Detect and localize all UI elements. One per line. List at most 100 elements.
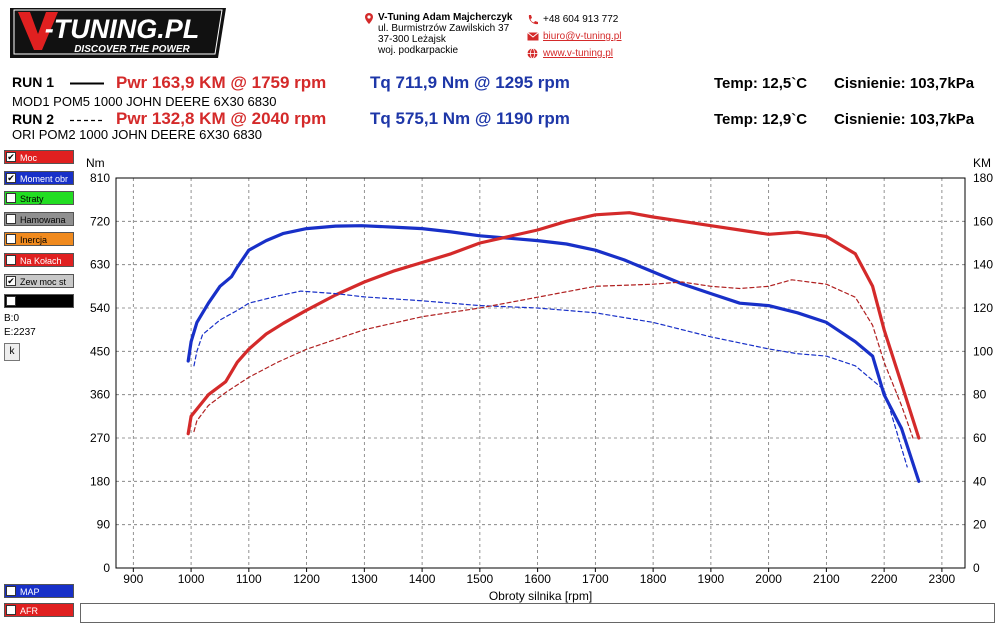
legend-checkbox[interactable] — [6, 193, 16, 204]
legend-checkbox[interactable]: ✔ — [6, 275, 16, 286]
legend-label: Moc — [20, 153, 38, 163]
legend-item[interactable]: ✔ Zew moc st — [4, 273, 74, 288]
run-2-label: RUN 2 — [12, 111, 55, 127]
y-left-axis-label: Nm — [86, 156, 105, 170]
y-right-tick-label: 80 — [973, 388, 987, 402]
chart-grid — [116, 177, 965, 569]
y-right-axis-label: KM — [973, 156, 991, 170]
y-right-tick-label: 180 — [973, 171, 993, 185]
run-2-power: Pwr 132,8 KM @ 2040 rpm — [116, 109, 327, 128]
run-2-torque: Tq 575,1 Nm @ 1190 rpm — [370, 109, 570, 128]
legend-item[interactable]: Inercja — [4, 232, 74, 247]
x-tick-label: 2000 — [755, 572, 782, 586]
y-right-tick-label: 160 — [973, 214, 993, 228]
x-tick-label: 1400 — [409, 572, 436, 586]
chart-series — [186, 211, 921, 483]
y-left-tick-label: 180 — [90, 474, 110, 488]
run-2-description: ORI POM2 1000 JOHN DEERE 6X30 6830 — [12, 127, 263, 142]
legend-checkbox[interactable] — [6, 255, 16, 265]
bottom-legend-checkbox[interactable] — [6, 586, 16, 596]
company-city: 37-300 Leżajsk — [378, 34, 446, 45]
y-right-tick-label: 40 — [973, 474, 987, 488]
y-left-tick-label: 450 — [90, 344, 110, 358]
legend-item[interactable] — [4, 294, 74, 309]
y-right-tick-label: 120 — [973, 301, 993, 315]
v-tuning-logo: -TUNING.PL DISCOVER THE POWER — [10, 8, 226, 58]
company-region: woj. podkarpackie — [378, 45, 459, 56]
contact-info: +48 604 913 772 biuro@v-tuning.pl www.v-… — [527, 14, 622, 65]
series-line-2 — [186, 211, 921, 440]
legend-checkbox[interactable] — [6, 296, 16, 307]
bottom-legend-checkbox[interactable] — [6, 605, 16, 615]
run-2-header: RUN 2 — [12, 111, 54, 127]
stat-b: B:0 — [4, 313, 20, 324]
plot-frame — [115, 177, 966, 569]
bottom-panel — [80, 603, 995, 623]
run-2-line-sample — [70, 119, 104, 122]
k-button[interactable]: k — [4, 343, 20, 361]
y-right-tick-label: 0 — [973, 561, 980, 575]
legend-item[interactable]: ✔ Moment obr — [4, 170, 74, 185]
x-tick-label: 1900 — [698, 572, 725, 586]
x-axis-label: Obroty silnika [rpm] — [489, 589, 592, 603]
legend-checkbox[interactable] — [6, 213, 16, 224]
phone-icon — [528, 15, 538, 25]
legend-label: Na Kołach — [20, 256, 62, 266]
svg-text:DISCOVER THE POWER: DISCOVER THE POWER — [74, 44, 190, 55]
run-2-temperature: Temp: 12,9`C — [714, 111, 808, 128]
bottom-legend-label: MAP — [20, 587, 40, 597]
bottom-legend-item[interactable]: MAP — [4, 584, 74, 598]
x-tick-label: 1800 — [640, 572, 667, 586]
website-link[interactable]: www.v-tuning.pl — [543, 48, 614, 59]
x-tick-label: 1100 — [236, 572, 262, 586]
stat-e: E:2237 — [4, 327, 36, 338]
y-left-tick-label: 630 — [90, 258, 110, 272]
y-left-tick-label: 360 — [90, 388, 110, 402]
bottom-legend-label: AFR — [20, 606, 38, 616]
run-1-torque: Tq 711,9 Nm @ 1295 rpm — [370, 73, 570, 92]
run-1-header: RUN 1 — [12, 74, 54, 90]
y-right-tick-label: 140 — [973, 258, 993, 272]
y-left-tick-label: 90 — [97, 518, 111, 532]
series-line-3 — [193, 290, 908, 468]
bottom-legend-item[interactable]: AFR — [4, 603, 74, 617]
x-tick-label: 2100 — [813, 572, 840, 586]
y-right-tick-label: 60 — [973, 431, 987, 445]
email-link[interactable]: biuro@v-tuning.pl — [543, 31, 622, 42]
y-left-tick-label: 720 — [90, 214, 110, 228]
y-left-tick-label: 540 — [90, 301, 110, 315]
x-tick-label: 1700 — [582, 572, 609, 586]
chart-axes: 900 1000 1100 1200 1300 1400 1500 1600 1700 1800 1… — [86, 156, 993, 603]
x-tick-label: 1200 — [293, 572, 320, 586]
run-1-label: RUN 1 — [12, 74, 55, 90]
phone-number: +48 604 913 772 — [543, 14, 619, 25]
globe-icon — [527, 48, 538, 59]
x-tick-label: 1000 — [178, 572, 205, 586]
legend-label: Straty — [20, 194, 44, 205]
y-left-tick-label: 270 — [90, 431, 110, 445]
y-right-tick-label: 20 — [973, 518, 987, 532]
legend-label: Zew moc st — [20, 276, 67, 287]
run-2-pressure: Cisnienie: 103,7kPa — [834, 111, 975, 128]
legend-item[interactable]: Na Kołach — [4, 253, 74, 267]
y-left-tick-label: 810 — [90, 171, 110, 185]
svg-text:-TUNING.PL: -TUNING.PL — [45, 14, 200, 44]
legend-checkbox[interactable] — [6, 234, 16, 245]
legend-item[interactable]: Hamowana — [4, 211, 74, 226]
x-tick-label: 900 — [123, 572, 143, 586]
series-line-4 — [193, 279, 914, 439]
legend-label: Moment obr — [20, 173, 69, 184]
run-1-description: MOD1 POM5 1000 JOHN DEERE 6X30 6830 — [12, 94, 277, 109]
legend-checkbox[interactable]: ✔ — [6, 152, 16, 162]
company-name: V-Tuning Adam Majcherczyk — [378, 12, 513, 23]
x-tick-label: 1600 — [524, 572, 551, 586]
y-right-tick-label: 100 — [973, 344, 993, 358]
location-pin-icon — [365, 13, 373, 24]
legend-label: Inercja — [20, 235, 48, 246]
x-tick-label: 1500 — [467, 572, 494, 586]
x-tick-label: 1300 — [351, 572, 378, 586]
legend-checkbox[interactable]: ✔ — [6, 172, 16, 183]
legend-item[interactable]: ✔ Moc — [4, 150, 74, 164]
legend-item[interactable]: Straty — [4, 191, 74, 206]
